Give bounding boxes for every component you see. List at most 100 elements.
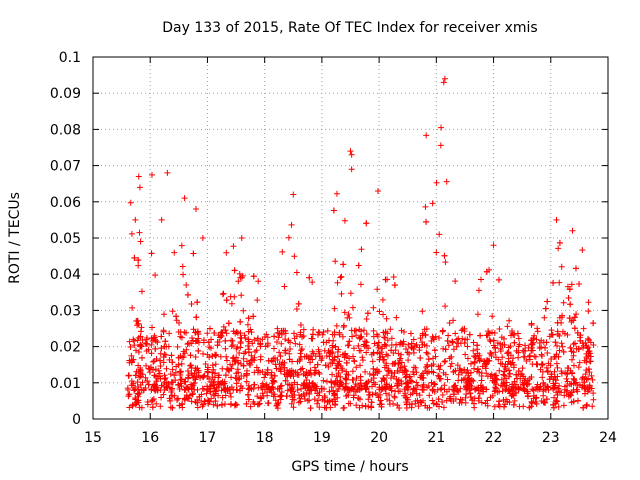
y-tick-label: 0.09: [50, 86, 81, 102]
data-point: [554, 398, 561, 405]
data-point: [458, 377, 465, 384]
data-point: [585, 308, 592, 315]
data-point: [588, 372, 595, 379]
data-point: [307, 386, 314, 393]
x-tick-label: 15: [84, 430, 102, 446]
data-point: [243, 370, 250, 377]
data-point: [471, 358, 478, 365]
data-point: [372, 381, 379, 388]
data-point: [418, 399, 425, 406]
data-point: [322, 362, 329, 369]
data-point: [585, 375, 592, 382]
data-point: [347, 290, 354, 297]
data-point: [590, 341, 597, 348]
data-point: [206, 375, 213, 382]
data-point: [583, 355, 590, 362]
data-point: [405, 341, 412, 348]
data-point: [567, 344, 574, 351]
data-point: [271, 333, 278, 340]
data-point: [529, 341, 536, 348]
data-point: [196, 393, 203, 400]
data-point: [321, 393, 328, 400]
data-point: [152, 272, 159, 279]
data-point: [331, 390, 338, 397]
data-point: [230, 243, 237, 250]
data-point: [323, 352, 330, 359]
data-point: [407, 377, 414, 384]
data-point: [345, 371, 352, 378]
data-point: [564, 331, 571, 338]
data-point: [187, 381, 194, 388]
data-point: [338, 290, 345, 297]
data-point: [553, 342, 560, 349]
data-point: [559, 312, 566, 319]
data-point: [505, 387, 512, 394]
data-point: [440, 79, 447, 86]
data-point: [368, 399, 375, 406]
data-point: [376, 308, 383, 315]
data-point: [450, 391, 457, 398]
data-point: [332, 401, 339, 408]
data-point: [185, 386, 192, 393]
data-point: [193, 338, 200, 345]
data-point: [306, 390, 313, 397]
data-point: [347, 148, 354, 155]
data-point: [430, 335, 437, 342]
data-point: [556, 279, 563, 286]
data-point: [162, 338, 169, 345]
data-point: [334, 394, 341, 401]
data-point: [333, 322, 340, 329]
data-point: [474, 311, 481, 318]
data-point: [156, 370, 163, 377]
data-point: [300, 333, 307, 340]
data-point: [314, 361, 321, 368]
data-point: [432, 333, 439, 340]
data-point: [157, 403, 164, 410]
data-point: [306, 274, 313, 281]
data-point: [419, 308, 426, 315]
x-tick-label: 19: [313, 430, 331, 446]
data-point: [297, 350, 304, 357]
data-point: [183, 392, 190, 399]
data-point: [496, 325, 503, 332]
data-point: [538, 352, 545, 359]
data-point: [175, 354, 182, 361]
data-point: [124, 386, 131, 393]
data-point: [148, 250, 155, 257]
data-point: [225, 366, 232, 373]
data-point: [423, 218, 430, 225]
data-point: [255, 278, 262, 285]
data-point: [500, 335, 507, 342]
data-point: [446, 320, 453, 327]
data-point: [491, 372, 498, 379]
data-point: [586, 369, 593, 376]
data-point: [410, 371, 417, 378]
data-point: [165, 380, 172, 387]
data-point: [135, 257, 142, 264]
data-point: [347, 400, 354, 407]
data-point: [404, 349, 411, 356]
data-point: [514, 330, 521, 337]
data-point: [430, 400, 437, 407]
data-point: [221, 380, 228, 387]
data-point: [174, 343, 181, 350]
data-point: [334, 362, 341, 369]
data-point: [564, 370, 571, 377]
data-point: [442, 346, 449, 353]
data-point: [467, 369, 474, 376]
data-point: [348, 166, 355, 173]
data-point: [398, 327, 405, 334]
data-point: [428, 368, 435, 375]
data-point: [417, 354, 424, 361]
data-point: [174, 396, 181, 403]
data-point: [440, 404, 447, 411]
data-point: [491, 388, 498, 395]
data-point: [178, 242, 185, 249]
data-point: [561, 383, 568, 390]
data-point: [133, 400, 140, 407]
data-point: [474, 342, 481, 349]
data-point: [171, 249, 178, 256]
data-point: [248, 386, 255, 393]
data-point: [237, 383, 244, 390]
data-point: [311, 370, 318, 377]
